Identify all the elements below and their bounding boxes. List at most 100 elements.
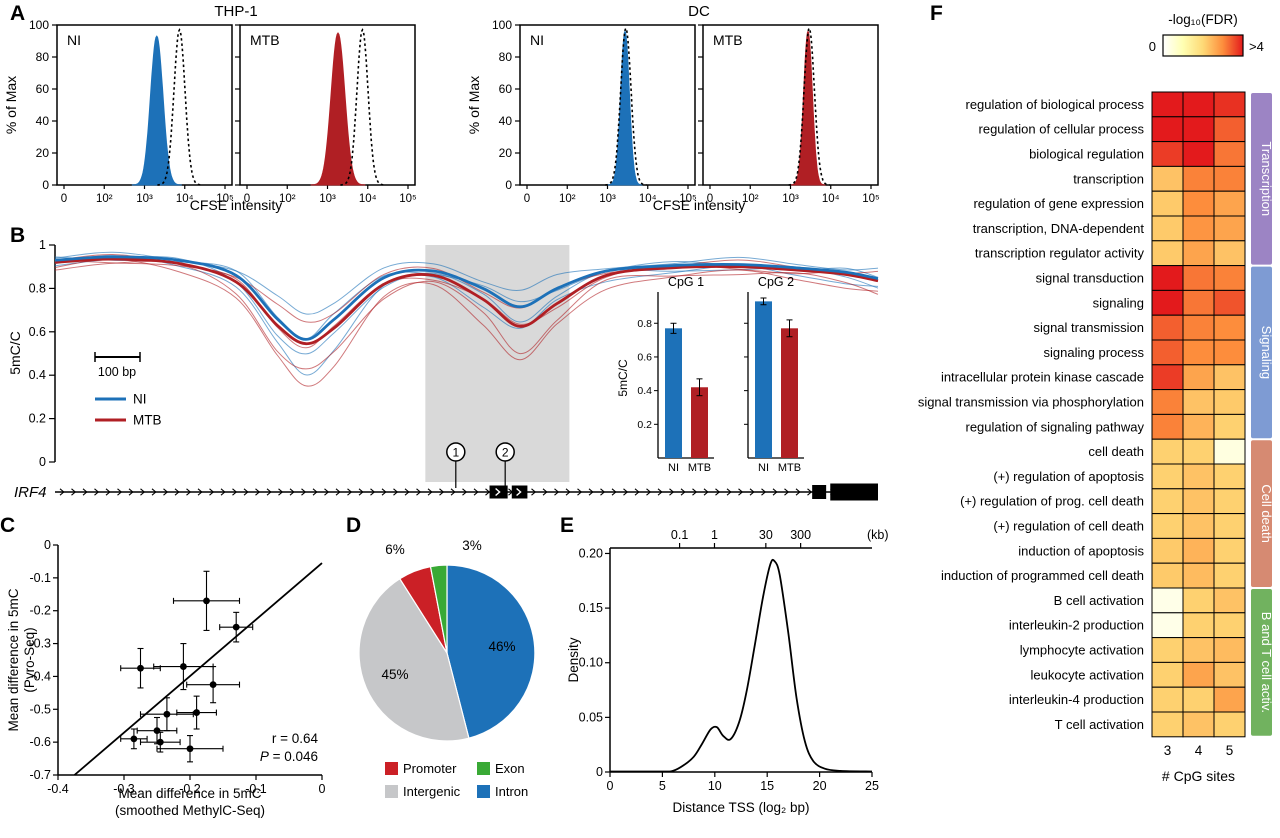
x-tick-label: 15 xyxy=(760,779,774,793)
cpg-marker-circle xyxy=(446,442,466,462)
inset-x-label: MTB xyxy=(688,462,711,474)
heatmap-cell xyxy=(1151,339,1184,366)
inset-title: CpG 2 xyxy=(758,275,794,289)
gene-direction-chevron xyxy=(715,488,721,496)
heatmap-cell xyxy=(1213,711,1246,738)
panel-f-label: F xyxy=(930,2,943,25)
x-tick-label: 10² xyxy=(279,193,296,205)
methylation-replicate-curve xyxy=(54,260,879,370)
cpg-col-label: 4 xyxy=(1195,743,1203,758)
heatmap-cell xyxy=(1213,562,1246,589)
go-term-label: (+) regulation of cell death xyxy=(993,519,1144,534)
gene-direction-chevron xyxy=(301,488,307,496)
gene-direction-chevron xyxy=(347,488,353,496)
heatmap-cell xyxy=(1182,463,1215,490)
x-tick-label: 10² xyxy=(559,193,576,205)
y-tick-label: 40 xyxy=(499,114,513,128)
gene-direction-chevron xyxy=(381,488,387,496)
legend-swatch-intergenic xyxy=(385,785,398,798)
go-term-label: signaling xyxy=(1093,295,1144,310)
data-point xyxy=(156,738,164,746)
gene-direction-chevron xyxy=(669,488,675,496)
heatmap-cell xyxy=(1182,339,1215,366)
heatmap-cell xyxy=(1151,587,1184,614)
x-axis-label: CFSE intensity xyxy=(190,197,283,213)
heatmap-cell xyxy=(1213,438,1246,465)
cols-axis-label: # CpG sites xyxy=(1162,768,1235,784)
heatmap-cell xyxy=(1182,537,1215,564)
heatmap-cell xyxy=(1213,364,1246,391)
methylation-replicate-curve xyxy=(54,251,879,315)
data-point xyxy=(180,663,187,670)
heatmap-cell xyxy=(1151,612,1184,639)
heatmap-cell xyxy=(1182,612,1215,639)
legend-swatch-promoter xyxy=(385,762,398,775)
inset-bar-MTB xyxy=(781,328,798,458)
histogram-dashed xyxy=(605,26,647,186)
gene-direction-chevron xyxy=(266,488,272,496)
x-tick-label: 10³ xyxy=(599,193,616,205)
heatmap-cell xyxy=(1151,537,1184,564)
panel-a-label: A xyxy=(10,2,26,25)
category-label: B and T cell activ. xyxy=(1259,612,1274,713)
gene-direction-chevron xyxy=(278,488,284,496)
legend-label: Intergenic xyxy=(403,784,461,799)
legend-label: Exon xyxy=(495,761,525,776)
data-point xyxy=(153,727,161,735)
gene-direction-chevron xyxy=(680,488,686,496)
heatmap-cell xyxy=(1213,661,1246,688)
category-band-transcription xyxy=(1251,93,1272,265)
y-tick-label: 0.15 xyxy=(579,601,603,615)
y-tick-label: 20 xyxy=(499,146,513,160)
go-term-label: leukocyte activation xyxy=(1031,667,1144,682)
heatmap-cell xyxy=(1151,637,1184,663)
inset-bar-NI xyxy=(755,301,772,458)
gene-direction-chevron xyxy=(59,488,65,496)
x-tick-label: 0 xyxy=(319,782,326,796)
data-point xyxy=(137,664,144,672)
y-tick-label: -0.1 xyxy=(29,571,51,585)
gene-direction-chevron xyxy=(473,488,479,496)
panel-f: -log₁₀(FDR) 0 >4 regulation of biological p… xyxy=(918,12,1274,784)
heatmap-cell xyxy=(1151,389,1184,415)
gene-direction-chevron xyxy=(761,488,767,496)
y-tick-label: -0.4 xyxy=(29,669,51,683)
heatmap-cell xyxy=(1182,215,1215,242)
go-term-label: regulation of biological process xyxy=(966,97,1145,112)
x-tick-label: 10⁴ xyxy=(359,193,377,205)
fit-line xyxy=(73,562,323,776)
inset-barchart-CpG2: CpG 2 NI MTB xyxy=(744,275,804,474)
gene-direction-chevron xyxy=(174,488,180,496)
y-tick-label: 0.6 xyxy=(29,325,46,339)
heatmap-cell xyxy=(1151,686,1184,713)
gene-direction-chevron xyxy=(784,488,790,496)
x-tick-label: 10⁴ xyxy=(822,193,840,205)
go-term-label: signaling process xyxy=(1044,345,1145,360)
y-tick-label: 1 xyxy=(39,238,46,252)
x-tick-label: 0 xyxy=(244,193,250,205)
y-axis-label: % of Max xyxy=(3,76,19,134)
y-tick-label: 0.10 xyxy=(579,656,603,670)
p-italic: P xyxy=(260,749,269,764)
x-tick-label: 10⁵ xyxy=(862,193,880,205)
histogram-dashed xyxy=(788,26,830,186)
gene-direction-chevron xyxy=(289,488,295,496)
y-tick-label: 0 xyxy=(596,765,603,779)
heatmap-cell xyxy=(1151,314,1184,341)
inset-y-tick-label: 0.6 xyxy=(637,351,652,363)
x-tick-label: -0.1 xyxy=(245,782,267,796)
gene-direction-chevron xyxy=(163,488,169,496)
go-term-label: interleukin-4 production xyxy=(1009,692,1144,707)
panel-d-label: D xyxy=(346,514,362,537)
y-tick-label: 0.8 xyxy=(29,281,46,295)
colorbar-title: -log₁₀(FDR) xyxy=(1168,12,1237,27)
gene-direction-chevron xyxy=(462,488,468,496)
inset-bar-NI xyxy=(665,328,682,458)
gene-direction-chevron xyxy=(542,488,548,496)
heatmap-cell xyxy=(1151,463,1184,490)
heatmap-cell xyxy=(1213,240,1246,267)
panel-e-label: E xyxy=(560,514,575,537)
heatmap-cell xyxy=(1151,661,1184,688)
y-axis-label: % of Max xyxy=(466,76,482,134)
